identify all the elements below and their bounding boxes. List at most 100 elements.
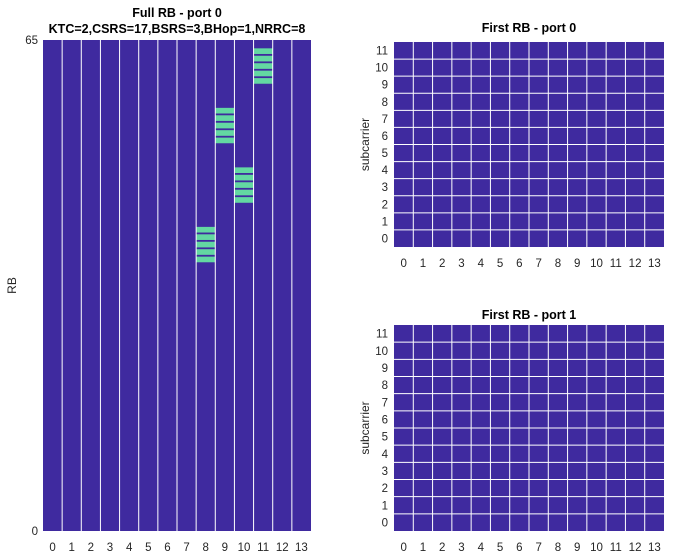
first-rb-port1-y-tick: 8	[382, 380, 388, 392]
first-rb-port1-y-tick: 7	[382, 397, 388, 409]
full-rb-x-tick: 6	[164, 542, 170, 554]
full-rb-subtitle: KTC=2,CSRS=17,BSRS=3,BHop=1,NRRC=8	[49, 22, 306, 36]
first-rb-port0-y-tick: 7	[382, 114, 388, 126]
first-rb-port0-ylabel: subcarrier	[358, 118, 372, 171]
srs-block	[253, 48, 273, 84]
first-rb-port1-x-tick: 10	[590, 542, 603, 554]
first-rb-port1-y-tick: 9	[382, 363, 388, 375]
full-rb-x-tick: 3	[107, 542, 113, 554]
full-rb-y-tick: 0	[32, 526, 38, 538]
first-rb-port0-y-tick: 8	[382, 97, 388, 109]
first-rb-port1-y-tick: 4	[382, 449, 389, 461]
srs-rb-cell	[215, 137, 235, 144]
full-rb-x-tick: 9	[222, 542, 228, 554]
srs-rb-cell	[215, 122, 235, 129]
srs-rb-cell	[196, 226, 216, 233]
first-rb-port0-x-tick: 12	[629, 258, 642, 270]
first-rb-port0-y-tick: 9	[382, 80, 388, 92]
srs-block	[215, 107, 235, 144]
first-rb-port1-x-tick: 11	[610, 542, 622, 554]
first-rb-port0-x-tick: 11	[610, 258, 622, 270]
srs-block	[234, 167, 254, 203]
first-rb-port1-y-tick: 11	[376, 329, 388, 341]
first-rb-port0-y-tick: 5	[382, 148, 388, 160]
first-rb-port0-x-tick: 9	[574, 258, 580, 270]
srs-block	[196, 226, 216, 263]
full-rb-y-tick: 65	[25, 35, 38, 47]
full-rb-x-tick: 8	[203, 542, 209, 554]
full-rb-x-tick: 7	[183, 542, 189, 554]
first-rb-port1-y-tick: 3	[382, 466, 388, 478]
first-rb-port1-y-tick: 5	[382, 432, 388, 444]
first-rb-port0-y-tick: 0	[382, 233, 388, 245]
first-rb-port0-x-tick: 4	[478, 258, 485, 270]
srs-rb-cell	[196, 249, 216, 255]
first-rb-port1-x-tick: 12	[629, 542, 642, 554]
first-rb-port1-x-tick: 0	[400, 542, 406, 554]
first-rb-port0-x-tick: 13	[648, 258, 661, 270]
first-rb-port1-ylabel: subcarrier	[358, 401, 372, 454]
first-rb-port0-x-tick: 7	[535, 258, 541, 270]
srs-rb-cell	[196, 241, 216, 248]
first-rb-port1-y-tick: 0	[382, 517, 388, 529]
full-rb-x-tick: 4	[126, 542, 133, 554]
srs-rb-cell	[234, 167, 254, 174]
first-rb-port1-title: First RB - port 1	[482, 308, 576, 322]
first-rb-port0-y-tick: 3	[382, 182, 388, 194]
first-rb-port0-x-tick: 2	[439, 258, 445, 270]
srs-rb-cell	[234, 182, 254, 188]
srs-rb-cell	[196, 256, 216, 263]
first-rb-port0-title: First RB - port 0	[482, 21, 576, 35]
full-rb-x-tick: 5	[145, 542, 151, 554]
first-rb-port1-x-tick: 6	[516, 542, 522, 554]
first-rb-port0-y-tick: 2	[382, 199, 388, 211]
first-rb-port0-y-tick: 1	[382, 216, 388, 228]
srs-rb-cell	[196, 234, 216, 240]
first-rb-port1-x-tick: 8	[555, 542, 561, 554]
srs-rb-cell	[234, 197, 254, 203]
full-rb-x-tick: 2	[88, 542, 94, 554]
srs-rb-cell	[215, 107, 235, 114]
first-rb-port1-x-tick: 2	[439, 542, 445, 554]
first-rb-port0-x-tick: 5	[497, 258, 503, 270]
full-rb-ylabel: RB	[5, 277, 19, 294]
first-rb-port1-y-tick: 2	[382, 483, 388, 495]
first-rb-port0-x-tick: 1	[420, 258, 426, 270]
srs-rb-cell	[253, 55, 273, 62]
first-rb-port1-x-tick: 4	[478, 542, 485, 554]
srs-rb-cell	[234, 174, 254, 181]
full-rb-x-tick: 10	[238, 542, 251, 554]
srs-rb-cell	[253, 48, 273, 54]
srs-rb-cell	[234, 189, 254, 196]
full-rb-x-tick: 0	[49, 542, 55, 554]
full-rb-x-tick: 13	[295, 542, 308, 554]
srs-rb-cell	[253, 78, 273, 84]
first-rb-port0-x-tick: 0	[400, 258, 406, 270]
first-rb-port1-x-tick: 7	[535, 542, 541, 554]
first-rb-port0-y-tick: 4	[382, 165, 389, 177]
srs-rb-cell	[215, 130, 235, 136]
first-rb-port1-x-tick: 9	[574, 542, 580, 554]
first-rb-port1-y-tick: 10	[375, 346, 388, 358]
full-rb-x-tick: 12	[276, 542, 289, 554]
srs-rb-cell	[253, 70, 273, 77]
srs-rb-cell	[215, 115, 235, 121]
first-rb-port1-x-tick: 1	[420, 542, 426, 554]
srs-rb-cell	[253, 63, 273, 69]
first-rb-port1-x-tick: 5	[497, 542, 503, 554]
first-rb-port0-x-tick: 3	[458, 258, 464, 270]
first-rb-port0-x-tick: 8	[555, 258, 561, 270]
first-rb-port0-x-tick: 6	[516, 258, 522, 270]
full-rb-x-tick: 11	[257, 542, 269, 554]
first-rb-port1-x-tick: 3	[458, 542, 464, 554]
full-rb-x-tick: 1	[69, 542, 75, 554]
first-rb-port1-x-tick: 13	[648, 542, 661, 554]
first-rb-port0-y-tick: 11	[376, 46, 388, 58]
first-rb-port0-y-tick: 6	[382, 131, 388, 143]
full-rb-title: Full RB - port 0	[132, 6, 222, 20]
first-rb-port1-y-tick: 1	[382, 500, 388, 512]
first-rb-port0-x-tick: 10	[590, 258, 603, 270]
first-rb-port1-y-tick: 6	[382, 414, 388, 426]
first-rb-port0-y-tick: 10	[375, 63, 388, 75]
